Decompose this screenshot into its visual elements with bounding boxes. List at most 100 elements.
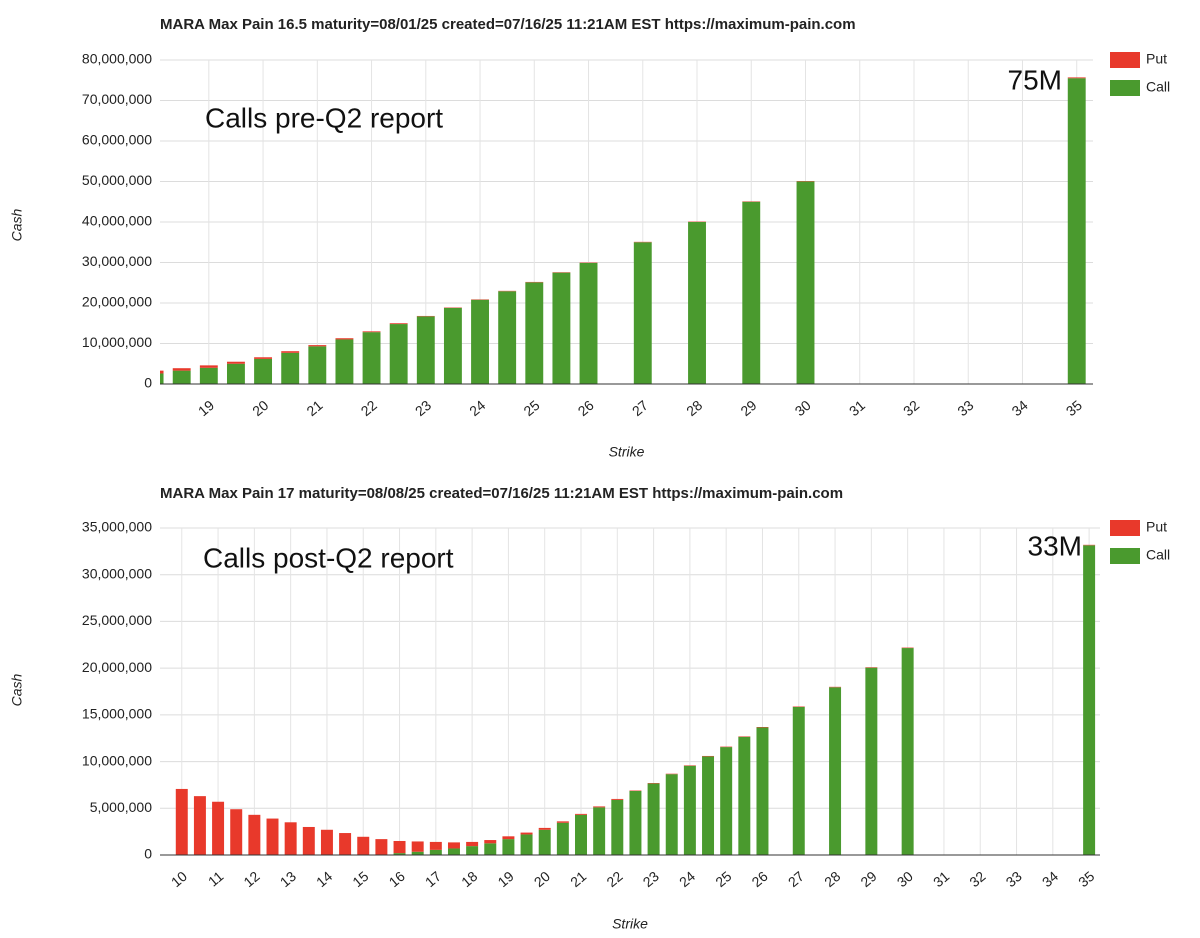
y-tick-label: 50,000,000: [82, 172, 152, 188]
x-tick-label: 26: [749, 868, 771, 890]
bar-segment: [611, 799, 624, 855]
x-tick-label: 32: [900, 397, 922, 419]
bar-segment: [647, 783, 660, 855]
bar-segment: [193, 796, 206, 855]
x-tick-label: 18: [458, 868, 480, 890]
y-tick-label: 80,000,000: [82, 51, 152, 67]
x-tick-label: 27: [785, 868, 807, 890]
x-tick-label: 33: [1003, 868, 1025, 890]
bar-segment: [308, 346, 327, 384]
bar-segment: [362, 331, 381, 333]
bar-segment: [447, 848, 460, 855]
bar-segment: [389, 324, 408, 384]
bar-segment: [429, 841, 442, 850]
bar-segment: [281, 351, 300, 353]
bar-segment: [792, 706, 805, 855]
bar-segment: [665, 774, 678, 855]
y-tick-label: 30,000,000: [82, 565, 152, 581]
bar-segment: [160, 373, 164, 384]
bar-segment: [254, 358, 273, 384]
x-tick-label: 15: [349, 868, 371, 890]
bar-segment: [254, 357, 273, 359]
legend-label: Call: [1146, 79, 1170, 95]
x-axis-label: Strike: [609, 444, 645, 460]
bar-segment: [443, 307, 462, 384]
legend-swatch: [1110, 548, 1140, 564]
x-tick-label: 20: [531, 868, 553, 890]
bar-segment: [375, 839, 388, 855]
x-tick-label: 28: [821, 868, 843, 890]
x-tick-label: 35: [1075, 868, 1097, 890]
y-tick-label: 0: [144, 375, 152, 391]
legend-label: Put: [1146, 51, 1167, 67]
x-tick-label: 14: [313, 868, 335, 890]
bar-segment: [199, 367, 218, 384]
bar-segment: [738, 736, 751, 855]
bar-segment: [362, 332, 381, 384]
bar-segment: [160, 370, 164, 374]
bar-segment: [226, 361, 245, 364]
bar-segment: [552, 272, 571, 384]
bar-segment: [498, 291, 517, 384]
bar-segment: [865, 667, 878, 855]
x-tick-label: 27: [629, 397, 651, 419]
bar-segment: [575, 814, 587, 855]
bar-segment: [230, 809, 243, 855]
x-tick-label: 19: [495, 868, 517, 890]
y-axis-label: Cash: [9, 208, 25, 241]
x-tick-label: 31: [930, 868, 952, 890]
annotation: 33M: [1028, 530, 1082, 561]
bar-segment: [416, 316, 435, 384]
bar-segment: [502, 836, 515, 840]
chart-title: MARA Max Pain 17 maturity=08/08/25 creat…: [160, 485, 843, 502]
annotation: Calls pre-Q2 report: [205, 102, 443, 133]
x-tick-label: 25: [520, 397, 542, 419]
bar-segment: [796, 181, 815, 384]
chart-title: MARA Max Pain 16.5 maturity=08/01/25 cre…: [160, 16, 856, 33]
bar-segment: [339, 833, 352, 855]
bar-segment: [335, 338, 354, 340]
bar-segment: [575, 813, 587, 815]
x-tick-label: 24: [466, 397, 488, 419]
bar-segment: [756, 727, 769, 855]
bar-segment: [556, 821, 569, 823]
y-tick-label: 20,000,000: [82, 294, 152, 310]
bar-segment: [520, 832, 533, 835]
bar-segment: [284, 822, 297, 855]
bar-segment: [308, 345, 327, 347]
chart: MARA Max Pain 17 maturity=08/08/25 creat…: [9, 485, 1170, 932]
bar-segment: [302, 826, 315, 855]
bar-segment: [593, 806, 606, 808]
bar-segment: [720, 747, 733, 855]
bar-segment: [611, 798, 624, 800]
y-axis-label: Cash: [9, 673, 25, 706]
bar-segment: [702, 756, 715, 855]
x-tick-label: 17: [422, 868, 444, 890]
y-tick-label: 15,000,000: [82, 706, 152, 722]
bars: [160, 77, 1086, 384]
bars: [175, 544, 1096, 855]
bar-segment: [1067, 78, 1086, 384]
bar-segment: [447, 842, 460, 849]
bar-segment: [266, 818, 279, 855]
bar-segment: [466, 846, 479, 855]
y-tick-label: 0: [144, 846, 152, 862]
x-tick-label: 34: [1039, 868, 1061, 890]
bar-segment: [520, 834, 533, 855]
bar-segment: [393, 853, 406, 855]
y-tick-label: 40,000,000: [82, 213, 152, 229]
bar-segment: [683, 765, 696, 855]
bar-segment: [556, 822, 569, 855]
y-tick-label: 5,000,000: [90, 799, 152, 815]
bar-segment: [538, 827, 551, 830]
bar-segment: [172, 368, 191, 371]
bar-segment: [688, 222, 706, 384]
bar-segment: [829, 687, 842, 855]
x-tick-label: 25: [712, 868, 734, 890]
bar-segment: [226, 363, 245, 384]
bar-segment: [525, 282, 544, 384]
x-tick-label: 31: [846, 397, 868, 419]
legend-swatch: [1110, 52, 1140, 68]
bar-segment: [281, 352, 300, 384]
